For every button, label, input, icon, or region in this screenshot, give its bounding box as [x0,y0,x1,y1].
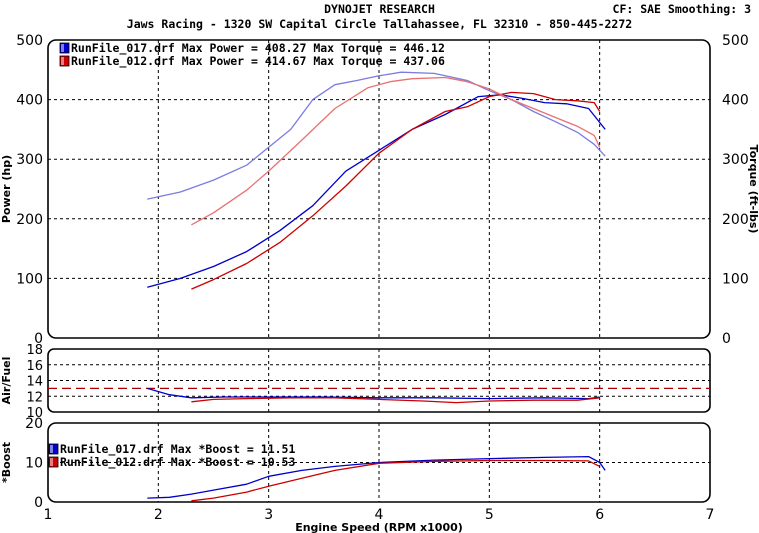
series-line [147,71,606,200]
boost-y-tick: 20 [25,416,43,432]
power-torque-y-label: Power (hp) [0,155,13,223]
x-tick: 1 [44,507,53,523]
power-torque-y-tick-right: 500 [722,33,749,49]
power-torque-y-tick: 400 [16,93,43,109]
air-fuel-y-tick: 16 [26,359,43,374]
power-torque-y-tick: 100 [16,271,43,287]
power-torque-y-tick-right: 100 [722,271,749,287]
chart-title: DYNOJET RESEARCH [324,2,435,16]
x-tick: 4 [375,507,384,523]
x-tick: 5 [485,507,494,523]
x-tick: 3 [264,507,273,523]
series-line [191,76,601,226]
boost-panel: 0 10 20 *Boost RunFile_017.drf Max *Boost = … [0,416,711,511]
air-fuel-y-tick: 12 [26,390,43,405]
legend-swatch-shine [61,57,64,65]
legend-entry: RunFile_017.drf Max Power = 408.27 Max T… [71,41,445,56]
x-tick: 2 [154,507,163,523]
air-fuel-y-tick: 10 [26,406,43,421]
air-fuel-y-tick: 18 [26,343,43,358]
power-torque-y-tick-right: 0 [722,331,731,347]
boost-y-tick: 0 [34,495,43,511]
legend-swatch [48,456,59,468]
series-line [147,387,600,400]
boost-y-tick: 10 [25,456,43,472]
legend-swatch [59,42,70,54]
power-torque-panel: 0 0 100 100 200 200 300 300 400 400 500 500 Power (h… [0,33,759,347]
power-torque-y-tick-right: 400 [722,93,749,109]
series-line [191,91,601,290]
x-tick: 6 [595,507,604,523]
legend-entry: RunFile_012.drf Max *Boost = 10.53 [60,455,295,470]
correction-factor-label: CF: SAE Smoothing: 3 [612,2,751,16]
power-torque-y-tick: 500 [16,33,43,49]
series-line [191,459,600,502]
air-fuel-y-label: Air/Fuel [0,357,13,405]
legend-swatch-shine [50,445,53,453]
power-torque-y-tick-right: 300 [722,152,749,168]
legend-entry: RunFile_017.drf Max *Boost = 11.51 [60,442,295,457]
power-torque-y-tick: 0 [34,331,43,347]
power-torque-y-tick: 200 [16,212,43,228]
legend-swatch-shine [61,44,64,52]
series-line [191,397,600,404]
legend-entry: RunFile_012.drf Max Power = 414.67 Max T… [71,54,445,69]
air-fuel-y-tick: 14 [26,375,43,390]
chart-subtitle: Jaws Racing - 1320 SW Capital Circle Tal… [126,17,633,31]
power-torque-y-tick: 300 [16,152,43,168]
power-torque-y-label-right: Torque (ft-lbs) [747,145,759,234]
boost-y-label: *Boost [0,442,13,483]
x-tick: 7 [706,507,715,523]
legend-swatch [48,443,59,455]
series-line [147,455,606,499]
x-axis-label: Engine Speed (RPM x1000) [295,521,463,533]
legend-swatch [59,55,70,67]
power-torque-y-tick-right: 200 [722,212,749,228]
legend-swatch-shine [50,458,53,466]
